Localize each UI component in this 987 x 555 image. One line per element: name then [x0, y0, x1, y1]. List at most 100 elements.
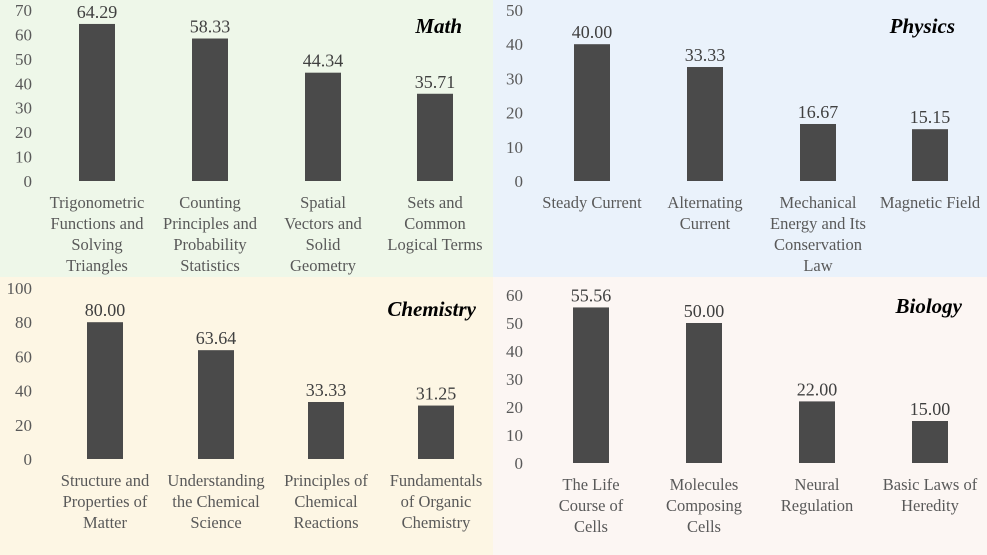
math-category-label: Vectors and: [284, 214, 362, 233]
physics-category-label: Steady Current: [542, 193, 642, 212]
math-bar: [305, 72, 341, 181]
math-category-label: Common: [404, 214, 465, 233]
biology-chart-panel: 0 10 20 30 40 50 60 55.56 The Life Course of Cells…: [493, 277, 987, 555]
chemistry-category-label: the Chemical: [172, 492, 260, 511]
math-ytick: 10: [15, 148, 32, 167]
math-category-label: Trigonometric: [50, 193, 145, 212]
chemistry-chart-title: Chemistry: [387, 297, 476, 321]
biology-bar: [573, 307, 609, 463]
physics-chart: 0 10 20 30 40 50 40.00 Steady Current 33.33 Alter…: [506, 1, 981, 275]
chemistry-bar: [308, 402, 344, 459]
biology-category-label: Heredity: [901, 496, 959, 515]
physics-bar: [687, 67, 723, 181]
math-category-label: Solid: [306, 235, 342, 254]
math-chart-panel: 0 10 20 30 40 50 60 70 64.29 Trigonometric Functio…: [0, 0, 493, 277]
physics-chart-title: Physics: [889, 14, 955, 38]
chemistry-ytick: 100: [7, 279, 33, 298]
biology-bar: [686, 323, 722, 463]
math-category-label: Triangles: [66, 256, 128, 275]
physics-bar: [574, 44, 610, 182]
physics-value-label: 40.00: [572, 22, 613, 42]
biology-bar: [912, 421, 948, 463]
physics-category-label: Mechanical: [780, 193, 857, 212]
chemistry-ytick: 80: [15, 313, 32, 332]
biology-ytick: 0: [515, 454, 524, 473]
chemistry-ytick: 60: [15, 347, 32, 366]
chemistry-category-label: Reactions: [293, 513, 358, 532]
biology-value-label: 55.56: [571, 285, 612, 305]
chemistry-category-label: Understanding: [167, 471, 264, 490]
chemistry-value-label: 33.33: [306, 380, 347, 400]
chemistry-ytick: 0: [24, 450, 33, 469]
biology-category-label: Basic Laws of: [883, 475, 978, 494]
biology-bar: [799, 401, 835, 463]
biology-category-label: Composing: [666, 496, 742, 515]
physics-value-label: 33.33: [685, 45, 726, 65]
physics-ytick: 30: [506, 69, 523, 88]
biology-category-label: The Life: [562, 475, 619, 494]
biology-ytick: 20: [506, 398, 523, 417]
math-ytick: 30: [15, 99, 32, 118]
physics-category-label: Law: [803, 256, 832, 275]
chemistry-category-label: Properties of: [63, 492, 148, 511]
math-category-label: Functions and: [50, 214, 144, 233]
biology-ytick: 50: [506, 314, 523, 333]
math-value-label: 64.29: [77, 2, 118, 22]
biology-value-label: 50.00: [684, 301, 725, 321]
math-category-label: Probability: [173, 235, 247, 254]
chemistry-category-label: Matter: [83, 513, 127, 532]
biology-chart-title: Biology: [895, 294, 963, 318]
math-ytick: 50: [15, 50, 32, 69]
math-category-label: Spatial: [300, 193, 346, 212]
math-bar: [79, 23, 115, 181]
math-category-label: Logical Terms: [387, 235, 482, 254]
chemistry-value-label: 63.64: [196, 328, 237, 348]
biology-ytick: 30: [506, 370, 523, 389]
biology-category-label: Course of: [559, 496, 624, 515]
physics-ytick: 0: [515, 172, 524, 191]
chemistry-category-label: of Organic: [401, 492, 472, 511]
chemistry-value-label: 80.00: [85, 300, 126, 320]
math-ytick: 60: [15, 25, 32, 44]
physics-bar: [800, 123, 836, 181]
biology-value-label: 15.00: [910, 399, 951, 419]
biology-ytick: 40: [506, 342, 523, 361]
physics-category-label: Energy and Its: [770, 214, 866, 233]
biology-ytick: 60: [506, 286, 523, 305]
chemistry-value-label: 31.25: [416, 384, 457, 404]
math-ytick: 20: [15, 123, 32, 142]
math-category-label: Counting: [179, 193, 240, 212]
physics-ytick: 10: [506, 138, 523, 157]
math-value-label: 44.34: [303, 51, 344, 71]
chemistry-ytick: 40: [15, 382, 32, 401]
math-ytick: 40: [15, 74, 32, 93]
physics-value-label: 16.67: [798, 102, 839, 122]
chemistry-category-label: Chemistry: [402, 513, 471, 532]
biology-ytick: 10: [506, 426, 523, 445]
chemistry-bar: [87, 322, 123, 459]
math-chart-title: Math: [414, 14, 462, 38]
chemistry-bar: [198, 350, 234, 459]
math-category-label: Geometry: [290, 256, 357, 275]
math-ytick: 0: [24, 172, 33, 191]
chemistry-chart-panel: 0 20 40 60 80 100 80.00 Structure and Properties…: [0, 277, 493, 555]
physics-ytick: 50: [506, 1, 523, 20]
chemistry-ytick: 20: [15, 416, 32, 435]
math-value-label: 35.71: [415, 72, 456, 92]
physics-category-label: Current: [680, 214, 731, 233]
physics-chart-panel: 0 10 20 30 40 50 40.00 Steady Current 33.33 Alter…: [493, 0, 987, 277]
physics-bar: [912, 129, 948, 181]
math-bar: [417, 93, 453, 181]
math-bar: [192, 38, 228, 181]
physics-category-label: Conservation: [774, 235, 862, 254]
chemistry-category-label: Science: [190, 513, 241, 532]
chemistry-category-label: Principles of: [284, 471, 368, 490]
biology-category-label: Neural: [795, 475, 840, 494]
math-ytick: 70: [15, 1, 32, 20]
biology-chart: 0 10 20 30 40 50 60 55.56 The Life Course of Cells…: [506, 285, 978, 536]
physics-category-label: Alternating: [667, 193, 742, 212]
physics-ytick: 40: [506, 35, 523, 54]
physics-category-label: Magnetic Field: [880, 193, 981, 212]
biology-category-label: Cells: [687, 517, 721, 536]
math-chart: 0 10 20 30 40 50 60 70 64.29 Trigonometric Functio…: [15, 1, 483, 275]
